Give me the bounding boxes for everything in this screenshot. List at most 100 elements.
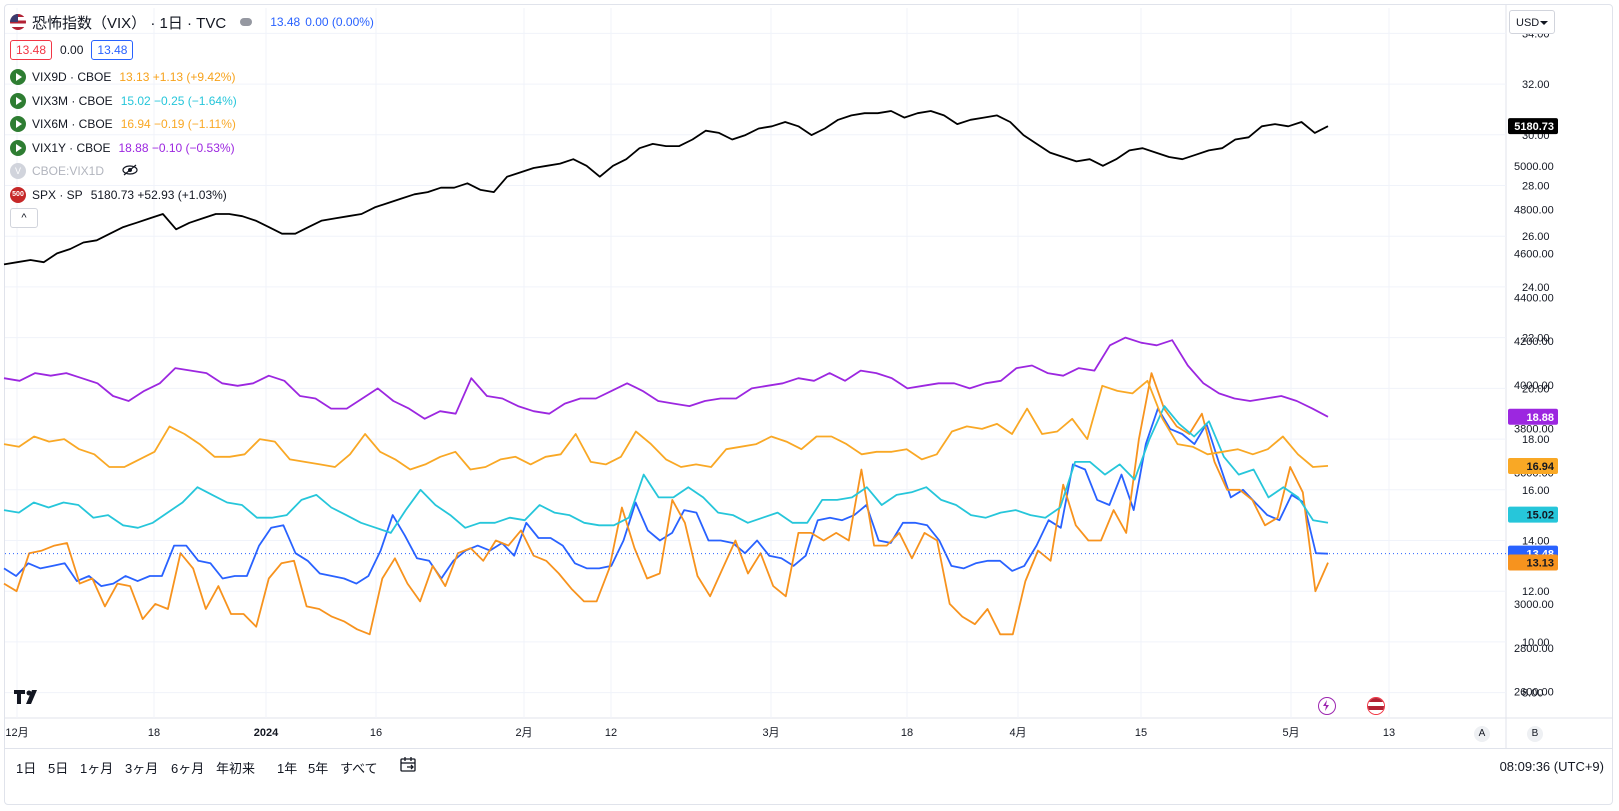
play-icon xyxy=(10,92,26,109)
last-value-tag-bg xyxy=(1508,408,1558,425)
overlay-values: 13.13 +1.13 (+9.42%) xyxy=(119,70,236,84)
overlay-symbol[interactable]: VIX1Y · CBOE xyxy=(32,140,111,155)
clock-time: 08:09:36 xyxy=(1499,759,1551,774)
date-range-icon[interactable] xyxy=(398,755,418,775)
series-line-vix3m xyxy=(3,405,1329,534)
overlay-values: 15.02 −0.25 (−1.64%) xyxy=(120,93,237,108)
main-symbol-change: 0.00 (0.00%) xyxy=(305,15,374,29)
right-axis-tick-label: 12.00 xyxy=(1522,586,1550,598)
series-line-spx xyxy=(3,110,1329,266)
clock-timezone-label: (UTC+9) xyxy=(1553,759,1604,774)
spx-axis-tick-label: 2600.00 xyxy=(1514,687,1554,699)
legend-main-row[interactable]: 恐怖指数（VIX） · 1日 · TVC 13.48 0.00 (0.00%) xyxy=(10,12,374,32)
overlay-symbol[interactable]: VIX9D · CBOE xyxy=(32,70,112,84)
ghost-icon: V xyxy=(10,163,26,179)
spx-axis-tick-label: 4800.00 xyxy=(1514,205,1554,217)
time-axis-tick-label: 18 xyxy=(901,727,913,739)
legend-overlay-row[interactable]: 500 SPX · SP 5180.73 +52.93 (+1.03%) xyxy=(10,185,227,205)
time-axis-tick-label: 13 xyxy=(1383,727,1395,739)
overlay-values: 5180.73 +52.93 (+1.03%) xyxy=(90,187,227,202)
play-icon xyxy=(10,116,26,132)
last-value-tag-bg xyxy=(1508,506,1558,523)
time-axis-tick-label: 12 xyxy=(605,727,617,739)
range-button[interactable]: 1日 xyxy=(16,761,37,776)
series-line-vix9d xyxy=(3,372,1329,636)
legend-overlay-row[interactable]: VIX9D · CBOE 13.13 +1.13 (+9.42%) xyxy=(10,67,235,87)
us-flag-icon xyxy=(10,14,26,30)
bid-box[interactable]: 13.48 xyxy=(10,40,53,60)
currency-dropdown[interactable]: USD xyxy=(1509,10,1555,34)
clock-timezone[interactable]: 08:09:36 (UTC+9) xyxy=(1500,759,1604,774)
range-button[interactable]: 5日 xyxy=(48,761,69,776)
time-axis-tick-label: 16 xyxy=(370,727,382,739)
last-value-tag-label: 13.13 xyxy=(1526,558,1554,570)
right-axis-tick-label: 32.00 xyxy=(1522,79,1550,91)
legend-ohlc-row: 13.48 0.00 13.48 xyxy=(10,40,141,60)
main-symbol-price: 13.48 xyxy=(270,15,301,29)
range-button[interactable]: 1ヶ月 xyxy=(80,761,114,776)
last-value-tag-bg xyxy=(1508,118,1558,135)
overlay-symbol[interactable]: VIX6M · CBOE xyxy=(32,117,113,131)
range-button[interactable]: 5年 xyxy=(308,761,329,776)
right-axis-tick-label: 22.00 xyxy=(1522,333,1550,345)
spread-value: 0.00 xyxy=(60,43,84,57)
overlay-symbol[interactable]: VIX3M · CBOE xyxy=(32,93,113,108)
spx-axis-tick-label: 4600.00 xyxy=(1514,248,1554,260)
spx-axis-tick-label: 2800.00 xyxy=(1514,643,1554,655)
time-axis-tick-label: 4月 xyxy=(1009,727,1026,739)
last-value-tag-label: 16.94 xyxy=(1526,461,1554,473)
range-button[interactable]: 6ヶ月 xyxy=(171,761,205,776)
legend-overlay-row[interactable]: VIX3M · CBOE 15.02 −0.25 (−1.64%) xyxy=(10,91,237,111)
market-status-icon[interactable] xyxy=(240,18,253,26)
overlay-values: 18.88 −0.10 (−0.53%) xyxy=(118,140,235,155)
spx-axis-tick-label: 5000.00 xyxy=(1514,161,1554,173)
time-axis-tick-label: 5月 xyxy=(1282,727,1299,739)
range-button[interactable]: 3ヶ月 xyxy=(125,761,159,776)
play-icon xyxy=(10,139,26,156)
tradingview-logo[interactable] xyxy=(14,690,44,704)
collapse-legend-button[interactable]: ^ xyxy=(10,208,38,228)
last-value-tag-label: 15.02 xyxy=(1526,510,1554,522)
right-axis-tick-label: 10.00 xyxy=(1522,637,1550,649)
spx-axis-tick-label: 4200.00 xyxy=(1514,336,1554,348)
overlay-symbol[interactable]: SPX · SP xyxy=(32,187,83,202)
last-value-tag-label: 5180.73 xyxy=(1514,121,1554,133)
bottom-toolbar: 1日 5日 1ヶ月 3ヶ月 6ヶ月 年初来 1年 5年 すべて 08:09:36 (UTC+9) xyxy=(5,748,1612,787)
ask-box[interactable]: 13.48 xyxy=(91,40,134,60)
range-button[interactable]: すべて xyxy=(340,761,378,776)
time-axis-tick-label: 18 xyxy=(148,727,160,739)
right-axis-tick-label: 20.00 xyxy=(1522,383,1550,395)
lightning-icon[interactable] xyxy=(1318,697,1336,715)
time-axis-tick-label: 3月 xyxy=(762,727,779,739)
spx-axis-tick-label: 3800.00 xyxy=(1514,424,1554,436)
time-axis-tick-label: 12月 xyxy=(5,727,28,739)
range-button[interactable]: 1年 xyxy=(277,761,298,776)
last-value-tag-label: 18.88 xyxy=(1526,412,1554,424)
right-axis-tick-label: 14.00 xyxy=(1522,536,1550,548)
us-flag-event-icon[interactable] xyxy=(1367,697,1385,715)
series-line-vix1y xyxy=(3,336,1329,420)
right-axis-tick-label: 8.00 xyxy=(1522,688,1543,700)
right-axis-tick-label: 28.00 xyxy=(1522,181,1550,193)
legend-overlay-row[interactable]: VIX1Y · CBOE 18.88 −0.10 (−0.53%) xyxy=(10,138,235,158)
overlay-symbol[interactable]: CBOE:VIX1D xyxy=(32,164,105,178)
spx-axis-tick-label: 3000.00 xyxy=(1514,599,1554,611)
right-axis-tick-label: 18.00 xyxy=(1522,434,1550,446)
time-axis-tick-label: 15 xyxy=(1135,727,1147,739)
last-value-tag-bg xyxy=(1508,554,1558,571)
legend-overlay-row[interactable]: V CBOE:VIX1D xyxy=(10,161,138,181)
legend-overlay-row[interactable]: VIX6M · CBOE 16.94 −0.19 (−1.11%) xyxy=(10,114,236,134)
right-axis-tick-label: 16.00 xyxy=(1522,485,1550,497)
price-axis-settings-button[interactable]: B xyxy=(1527,726,1543,742)
last-value-tag-bg xyxy=(1508,457,1558,474)
hidden-eye-icon[interactable] xyxy=(122,164,138,179)
main-symbol-title[interactable]: 恐怖指数（VIX） · 1日 · TVC xyxy=(32,14,227,32)
spx-axis-tick-label: 4000.00 xyxy=(1514,380,1554,392)
time-axis-tick-label: 2月 xyxy=(515,727,532,739)
right-axis-tick-label: 26.00 xyxy=(1522,231,1550,243)
play-icon xyxy=(10,69,26,85)
range-button[interactable]: 年初来 xyxy=(216,761,256,776)
auto-scale-button[interactable]: A xyxy=(1474,726,1490,742)
